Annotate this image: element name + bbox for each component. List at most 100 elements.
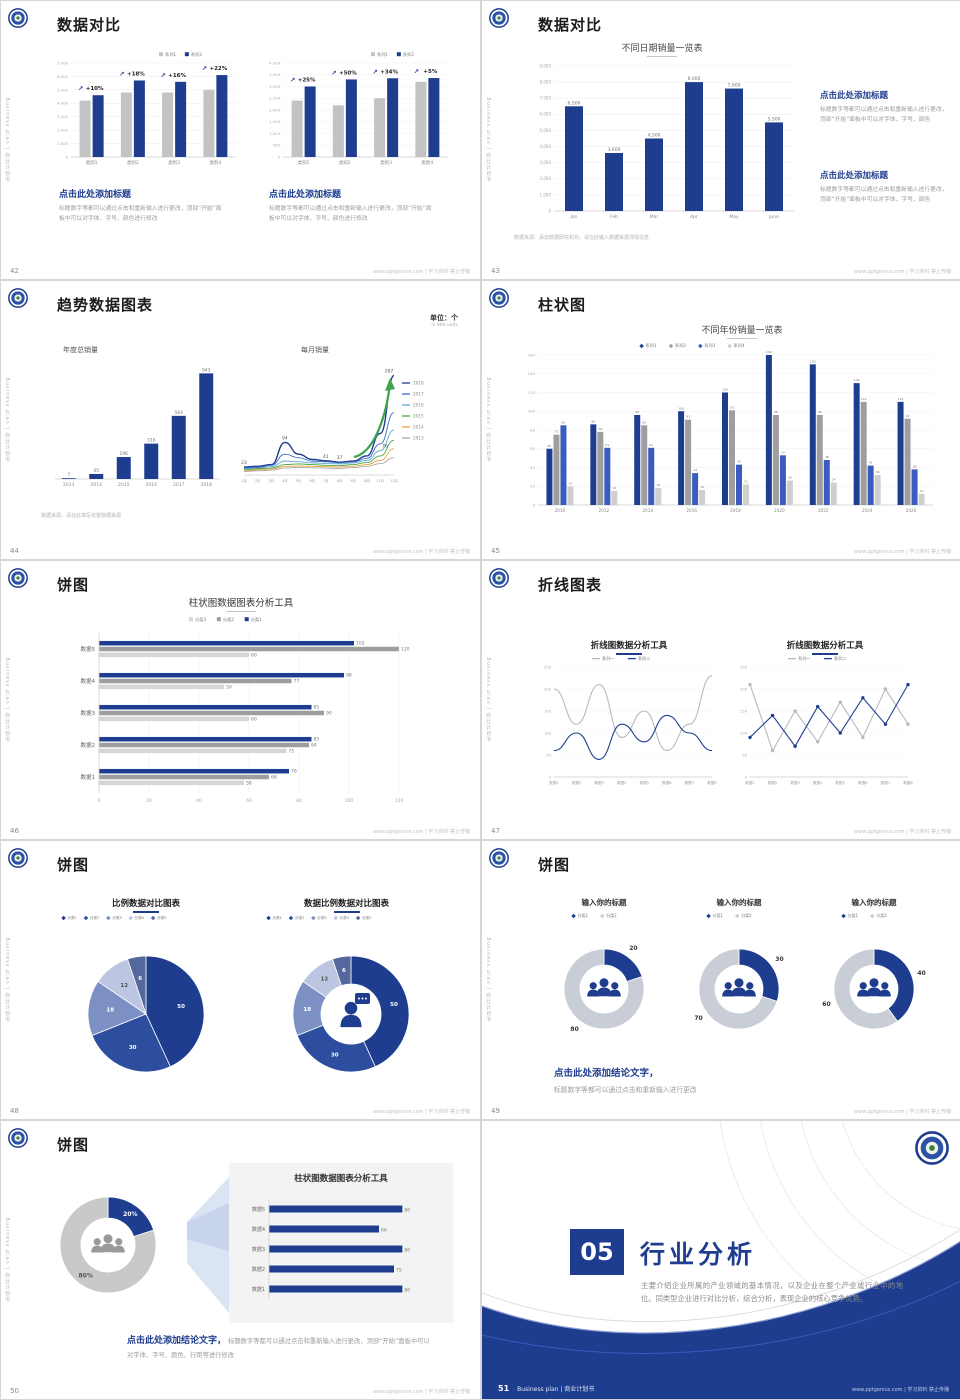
slide-46-bar-analysis: Business plan | 商业计划书 饼图 柱状图数据图表分析工具 分类3… [1, 561, 480, 839]
text-block: 点击此处添加标题 标题数字等都可以通过点击和重新输入进行更改，顶部“开始”面板中… [820, 169, 948, 205]
slide-title: 饼图 [57, 856, 90, 874]
svg-text:15: 15 [612, 486, 616, 490]
page-number: 49 [491, 1107, 500, 1115]
svg-text:30: 30 [129, 1045, 137, 1051]
svg-text:2018: 2018 [730, 508, 741, 513]
slide-51-section-divider: 05 行业分析 主要介绍企业所属的产业领域的基本情况，以及企业在整个产业或行业中… [482, 1121, 960, 1399]
svg-text:2017: 2017 [173, 482, 185, 488]
svg-text:100: 100 [544, 731, 552, 735]
svg-text:5,000: 5,000 [540, 128, 552, 133]
svg-text:200: 200 [544, 687, 552, 691]
svg-text:分类1: 分类1 [848, 912, 859, 918]
svg-text:0: 0 [548, 208, 551, 213]
svg-text:分类4: 分类4 [135, 915, 145, 920]
svg-text:5,500: 5,500 [768, 116, 781, 122]
svg-text:250: 250 [740, 665, 748, 669]
svg-text:2017: 2017 [413, 392, 424, 397]
conclusion-block: 点击此处添加结论文字， 标题数字等都可以通过点击和重新输入进行更改，顶部“开始”… [127, 1333, 432, 1362]
svg-text:48: 48 [825, 455, 829, 459]
section-title: 行业分析 [640, 1240, 757, 1269]
svg-text:943: 943 [202, 367, 211, 373]
svg-text:80: 80 [530, 427, 535, 432]
svg-text:38: 38 [913, 464, 917, 468]
school-logo-icon [915, 1131, 949, 1165]
svg-text:数据3: 数据3 [790, 780, 799, 785]
svg-text:4月: 4月 [282, 479, 287, 483]
svg-text:80: 80 [404, 1288, 410, 1294]
svg-text:100: 100 [345, 798, 354, 804]
svg-text:37: 37 [337, 455, 343, 461]
svg-text:22: 22 [744, 479, 748, 483]
svg-text:数据4: 数据4 [617, 780, 627, 785]
school-logo-icon [8, 848, 28, 868]
svg-text:↗: ↗ [372, 68, 377, 76]
svg-text:数据7: 数据7 [685, 780, 694, 785]
svg-text:30: 30 [331, 1052, 339, 1058]
svg-text:60: 60 [251, 652, 257, 658]
svg-text:分类1: 分类1 [713, 912, 724, 918]
svg-text:分类2: 分类2 [606, 912, 617, 918]
svg-text:50: 50 [742, 753, 747, 757]
svg-text:90: 90 [326, 710, 332, 716]
sidebar-vertical-text: Business plan | 商业计划书 [4, 97, 10, 183]
svg-text:102: 102 [356, 641, 365, 647]
block-heading: 点击此处添加标题 [820, 171, 889, 181]
svg-text:2013: 2013 [63, 482, 75, 488]
svg-text:96: 96 [774, 410, 778, 414]
svg-text:70: 70 [694, 1015, 702, 1022]
svg-text:3,000: 3,000 [269, 84, 280, 89]
sidebar-vertical-text: Business plan | 商业计划书 [485, 97, 491, 183]
svg-text:50: 50 [546, 753, 551, 757]
svg-text:7,000: 7,000 [57, 60, 68, 65]
slide-43-data-comparison: Business plan | 商业计划书 数据对比 不同日期销量一览表 0 1,… [482, 1, 960, 279]
svg-text:5月: 5月 [296, 479, 301, 483]
block-body: 标题数字等都可以通过点击和重新输入进行更改，顶部“开始”面板中可以对字体、字号、… [820, 187, 948, 204]
svg-text:数据4: 数据4 [813, 780, 823, 785]
svg-text:20: 20 [530, 484, 535, 489]
svg-text:↗: ↗ [78, 85, 83, 93]
svg-text:数据3: 数据3 [594, 780, 603, 785]
svg-text:4,000: 4,000 [57, 101, 68, 106]
svg-text:数据2: 数据2 [768, 780, 777, 785]
conclusion-heading: 点击此处添加结论文字， [554, 1068, 659, 1079]
svg-text:系列4: 系列4 [734, 342, 745, 349]
slide-title: 饼图 [57, 576, 90, 594]
svg-text:7,600: 7,600 [728, 83, 741, 89]
svg-text:2018: 2018 [413, 381, 424, 386]
svg-text:分类1: 分类1 [68, 915, 77, 920]
svg-text:数据2: 数据2 [252, 1266, 265, 1273]
svg-text:110: 110 [861, 397, 867, 401]
svg-text:12: 12 [120, 983, 128, 989]
page-number: 44 [10, 547, 19, 555]
svg-text:↗: ↗ [331, 69, 336, 77]
svg-text:68: 68 [271, 774, 277, 780]
panel-title: 柱状图数据图表分析工具 [294, 1174, 388, 1184]
svg-text:类别4: 类别4 [421, 159, 433, 166]
svg-text:61: 61 [605, 443, 609, 447]
school-logo-icon [8, 1128, 28, 1148]
svg-text:2024: 2024 [862, 508, 873, 513]
section-body: 主要介绍企业所属的产业领域的基本情况，以及企业在整个产业或行业中的地位。同类型企… [641, 1281, 903, 1304]
svg-text:100: 100 [528, 409, 536, 414]
svg-text:96: 96 [818, 410, 822, 414]
svg-text:系列一: 系列一 [798, 655, 811, 662]
svg-text:96: 96 [635, 410, 639, 414]
svg-text:2,000: 2,000 [269, 107, 280, 112]
svg-text:18: 18 [303, 1007, 311, 1013]
svg-text:3,000: 3,000 [57, 114, 68, 119]
svg-text:数据1: 数据1 [81, 773, 96, 781]
svg-text:6: 6 [342, 968, 346, 974]
svg-text:30: 30 [775, 956, 783, 963]
svg-text:数据2: 数据2 [572, 780, 581, 785]
svg-text:系列3: 系列3 [704, 342, 715, 349]
svg-text:2014: 2014 [413, 425, 424, 430]
svg-text:系列1: 系列1 [165, 51, 176, 58]
svg-text:85: 85 [562, 420, 566, 424]
svg-text:类别1: 类别1 [298, 159, 310, 166]
school-logo-icon [489, 288, 509, 308]
donut-chart-1: 分类1 分类2 20 80 [534, 907, 674, 1057]
watermark-footer: www.pptgenius.com | 学习资料 禁止传播 [372, 269, 470, 275]
svg-text:92: 92 [906, 414, 910, 418]
svg-text:Apr: Apr [690, 214, 698, 220]
svg-text:数据3: 数据3 [252, 1246, 265, 1253]
